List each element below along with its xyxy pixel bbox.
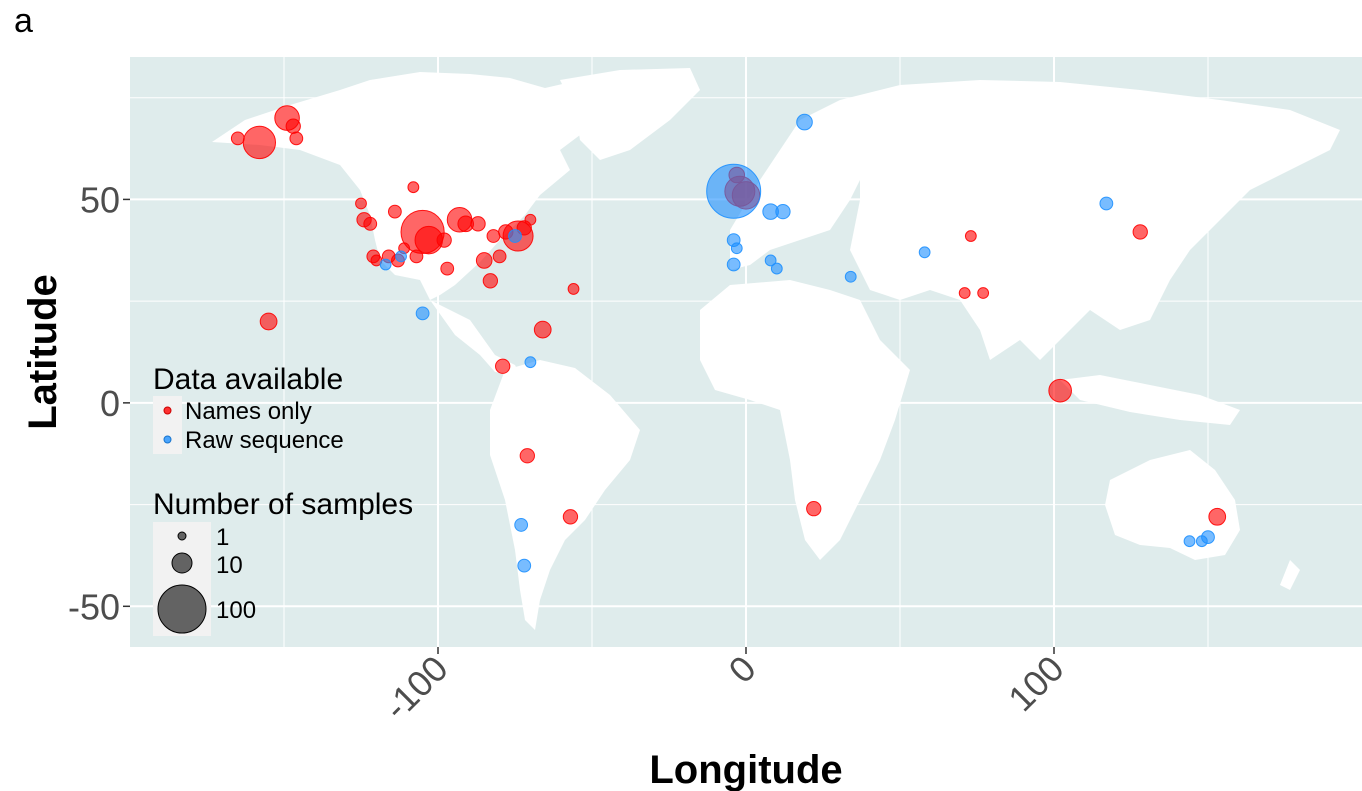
y-tick-label: 50 — [80, 179, 120, 220]
data-point-raw-sequence — [775, 203, 791, 220]
data-point-names-only — [533, 320, 552, 339]
data-point-names-only — [492, 249, 507, 264]
data-point-names-only — [470, 216, 486, 232]
data-point-raw-sequence — [415, 306, 430, 321]
data-point-raw-sequence — [1183, 535, 1196, 548]
data-point-names-only — [407, 181, 420, 194]
y-axis-title: Latitude — [21, 274, 65, 430]
data-point-names-only — [1132, 224, 1148, 240]
data-point-names-only — [436, 232, 452, 248]
legend-label-raw-sequence: Raw sequence — [185, 427, 344, 454]
data-point-raw-sequence — [514, 518, 529, 532]
data-point-names-only — [285, 118, 301, 134]
data-point-raw-sequence — [726, 257, 741, 272]
data-point-names-only — [567, 283, 580, 295]
data-point-names-only — [363, 216, 378, 231]
data-point-raw-sequence — [706, 163, 762, 219]
data-point-names-only — [495, 358, 511, 374]
data-point-names-only — [409, 249, 424, 264]
data-point-raw-sequence — [796, 113, 813, 131]
data-point-names-only — [977, 287, 990, 299]
data-point-names-only — [519, 448, 535, 464]
data-point-raw-sequence — [844, 270, 857, 283]
data-point-raw-sequence — [730, 242, 743, 255]
data-point-names-only — [562, 509, 579, 525]
southeast-asia-islands-landmass — [1060, 375, 1240, 425]
data-point-names-only — [259, 312, 278, 331]
data-point-names-only — [958, 287, 971, 299]
legend: Data available Names only Raw sequence N… — [153, 363, 413, 636]
panel-label: a — [14, 2, 33, 40]
data-point-names-only — [230, 131, 245, 146]
africa-landmass — [700, 280, 910, 560]
legend-size-label-100: 100 — [216, 597, 256, 624]
y-tick-label: 0 — [100, 383, 120, 424]
legend-key-names-only — [163, 406, 172, 415]
data-point-raw-sequence — [508, 229, 522, 243]
x-tick-label: -100 — [376, 648, 456, 728]
data-point-raw-sequence — [517, 558, 532, 573]
data-points — [230, 105, 1227, 573]
data-point-raw-sequence — [1099, 196, 1114, 211]
data-point-names-only — [524, 213, 537, 226]
new-zealand-landmass — [1280, 560, 1300, 590]
legend-label-names-only: Names only — [185, 398, 312, 425]
data-point-raw-sequence — [764, 254, 777, 267]
data-point-names-only — [242, 125, 277, 160]
data-point-names-only — [1208, 507, 1227, 526]
data-point-raw-sequence — [395, 250, 407, 263]
data-point-names-only — [1048, 378, 1072, 403]
data-point-names-only — [806, 500, 822, 517]
greenland-landmass — [560, 68, 700, 160]
data-point-names-only — [486, 229, 501, 243]
legend-size-title: Number of samples — [153, 488, 413, 521]
data-point-names-only — [440, 261, 455, 276]
legend-size-key-10 — [171, 552, 193, 574]
x-axis-title: Longitude — [649, 748, 842, 791]
y-tick-label: -50 — [68, 586, 120, 627]
legend-color-title: Data available — [153, 363, 343, 396]
data-point-names-only — [387, 204, 402, 219]
data-point-raw-sequence — [770, 262, 783, 275]
x-tick-label: 0 — [721, 648, 764, 691]
data-point-raw-sequence — [1195, 535, 1208, 548]
legend-size-key-100 — [157, 584, 207, 634]
data-point-names-only — [482, 273, 499, 289]
data-point-names-only — [355, 197, 367, 210]
data-point-names-only — [964, 230, 977, 242]
central-america-landmass — [430, 300, 520, 375]
data-point-names-only — [475, 252, 493, 269]
data-point-raw-sequence — [379, 258, 392, 271]
legend-size-key-1 — [177, 531, 187, 541]
data-point-raw-sequence — [524, 356, 537, 369]
legend-key-raw-sequence — [163, 435, 172, 444]
x-tick-label: 100 — [1000, 648, 1071, 719]
data-point-raw-sequence — [918, 246, 931, 259]
legend-size-label-10: 10 — [216, 552, 243, 579]
grid-lines — [130, 57, 1362, 647]
data-point-names-only — [289, 131, 304, 146]
legend-size-label-1: 1 — [216, 524, 229, 551]
